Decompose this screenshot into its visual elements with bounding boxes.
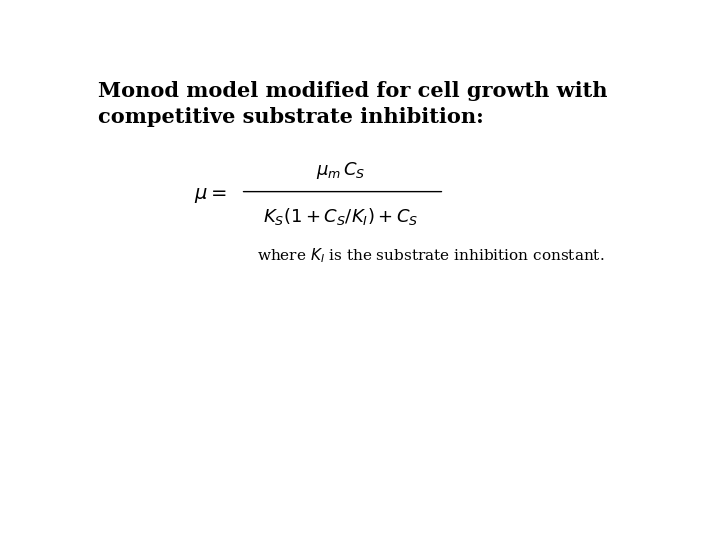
Text: $\mu_m\, C_S$: $\mu_m\, C_S$: [316, 160, 366, 181]
Text: Monod model modified for cell growth with
competitive substrate inhibition:: Monod model modified for cell growth wit…: [99, 82, 608, 127]
Text: $K_S(1 + C_S/K_I) + C_S$: $K_S(1 + C_S/K_I) + C_S$: [264, 206, 419, 227]
Text: where $K_I$ is the substrate inhibition constant.: where $K_I$ is the substrate inhibition …: [258, 247, 605, 266]
Text: $\mu =$: $\mu =$: [194, 186, 227, 205]
